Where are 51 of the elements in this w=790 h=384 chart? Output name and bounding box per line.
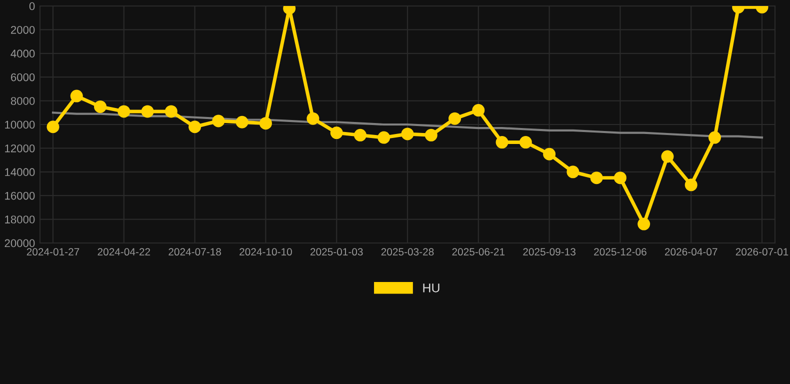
point (164, 105, 178, 118)
point (590, 172, 603, 184)
point (354, 128, 366, 142)
y-tick-label: 14000 (5, 168, 35, 176)
point (614, 172, 626, 184)
point (448, 112, 462, 125)
x-tick-label: 2025-12-06 (594, 248, 646, 256)
point (543, 148, 556, 160)
point (401, 128, 414, 140)
point (496, 136, 508, 149)
point (519, 136, 532, 149)
x-tick-label: 2026-04-07 (664, 248, 718, 256)
point (70, 90, 83, 102)
x-tick-label: 2024-04-22 (98, 248, 150, 256)
point (306, 112, 320, 125)
y-tick-label: 6000 (10, 73, 35, 82)
x-tick-label: 2026-07-01 (736, 248, 788, 256)
point (212, 114, 225, 128)
point (118, 105, 130, 118)
point (188, 120, 202, 134)
x-tick-label: 2025-06-21 (452, 248, 505, 256)
point (661, 150, 674, 163)
legend-label: HU (423, 284, 440, 292)
x-tick-label: 2024-07-18 (168, 248, 221, 256)
point (684, 178, 698, 192)
x-tick-label: 2024-10-10 (240, 248, 292, 256)
point (424, 128, 438, 142)
point (259, 117, 272, 130)
point (378, 131, 390, 144)
x-tick-label: 2024-01-27 (26, 248, 80, 256)
x-tick-label: 2025-09-13 (523, 248, 576, 256)
y-tick-label: 18000 (5, 216, 35, 224)
x-tick-label: 2025-01-03 (310, 248, 363, 256)
point (472, 104, 485, 117)
point (708, 131, 721, 144)
point (638, 218, 650, 230)
point (566, 166, 580, 178)
y-tick-label: 16000 (5, 192, 35, 200)
x-tick-label: 2025-03-28 (381, 248, 434, 256)
y-tick-label: 0 (29, 2, 35, 10)
y-tick-label: 4000 (10, 50, 35, 58)
point (141, 105, 154, 118)
point (330, 126, 343, 140)
y-tick-label: 2000 (10, 26, 35, 34)
y-tick-label: 8000 (10, 97, 35, 105)
y-tick-label: 10000 (5, 120, 35, 129)
y-tick-label: 20000 (4, 239, 35, 248)
point (94, 100, 107, 113)
point (236, 116, 248, 128)
point (46, 120, 60, 134)
y-tick-label: 12000 (5, 144, 35, 152)
